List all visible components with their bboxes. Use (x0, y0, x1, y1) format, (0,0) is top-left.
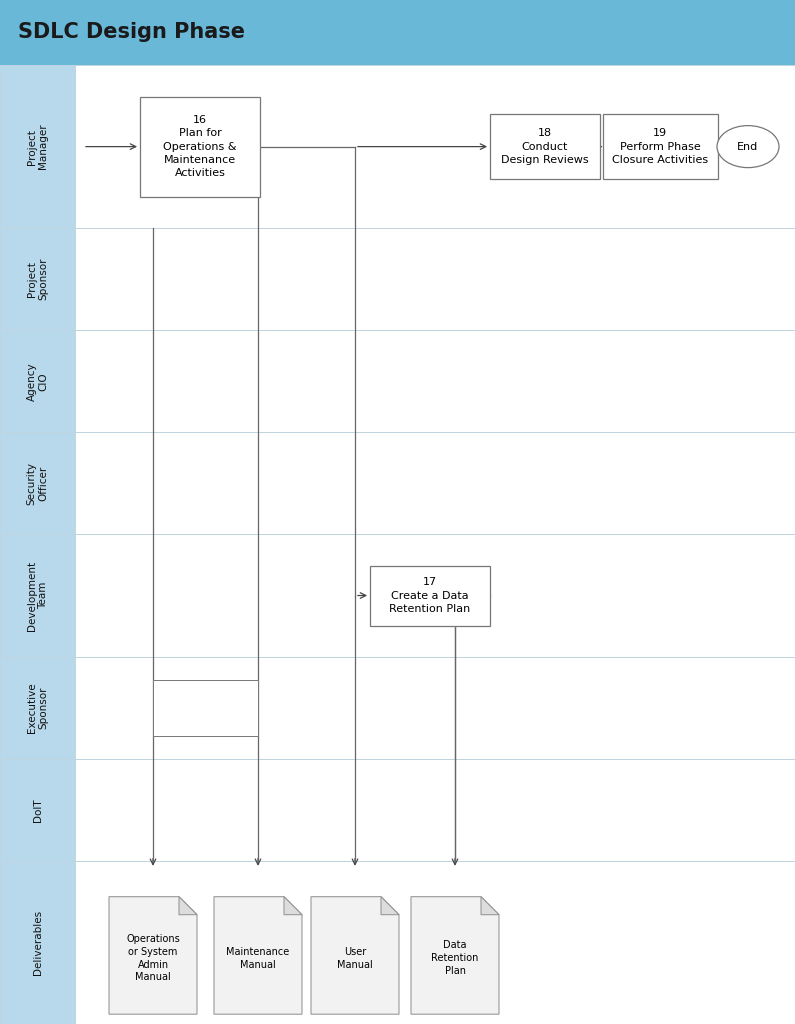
Bar (603, 114, 718, 179)
Text: Maintenance
Manual: Maintenance Manual (227, 947, 289, 970)
Text: DoIT: DoIT (33, 798, 42, 821)
Bar (75, 228, 795, 331)
Bar (0, 65, 75, 228)
Text: Operations
or System
Admin
Manual: Operations or System Admin Manual (126, 934, 180, 982)
Bar (75, 656, 795, 759)
Text: Project
Manager: Project Manager (27, 124, 48, 169)
Text: End: End (738, 141, 758, 152)
Bar (75, 65, 795, 228)
Bar (75, 432, 795, 535)
Bar (0, 228, 75, 331)
Bar (0, 331, 75, 432)
Polygon shape (311, 897, 399, 1014)
Text: Development
Team: Development Team (27, 560, 48, 631)
Polygon shape (481, 897, 499, 914)
Polygon shape (411, 897, 499, 1014)
Bar (0, 656, 75, 759)
Bar (0, 0, 795, 65)
Text: 16
Plan for
Operations &
Maintenance
Activities: 16 Plan for Operations & Maintenance Act… (163, 116, 237, 178)
Bar (0, 759, 75, 861)
Polygon shape (214, 897, 302, 1014)
Polygon shape (284, 897, 302, 914)
Bar (0, 861, 75, 1024)
Bar (0, 535, 75, 656)
Text: Deliverables: Deliverables (33, 909, 42, 975)
Text: 17
Create a Data
Retention Plan: 17 Create a Data Retention Plan (390, 578, 471, 613)
Text: Security
Officer: Security Officer (27, 462, 48, 505)
Polygon shape (381, 897, 399, 914)
Bar (490, 114, 600, 179)
Text: Data
Retention
Plan: Data Retention Plan (432, 940, 479, 976)
Text: SDLC Design Phase: SDLC Design Phase (18, 23, 245, 43)
Text: Executive
Sponsor: Executive Sponsor (27, 682, 48, 733)
Text: 19
Perform Phase
Closure Activities: 19 Perform Phase Closure Activities (612, 128, 708, 165)
Bar (370, 565, 490, 626)
Bar (75, 331, 795, 432)
Bar (75, 535, 795, 656)
Text: Agency
CIO: Agency CIO (27, 361, 48, 400)
Bar (75, 861, 795, 1024)
Polygon shape (109, 897, 197, 1014)
Text: 18
Conduct
Design Reviews: 18 Conduct Design Reviews (501, 128, 589, 165)
Text: Project
Sponsor: Project Sponsor (27, 258, 48, 300)
Bar (140, 96, 260, 197)
Ellipse shape (717, 126, 779, 168)
Bar (153, 680, 258, 736)
Bar (75, 759, 795, 861)
Bar (0, 432, 75, 535)
Text: User
Manual: User Manual (337, 947, 373, 970)
Polygon shape (179, 897, 197, 914)
